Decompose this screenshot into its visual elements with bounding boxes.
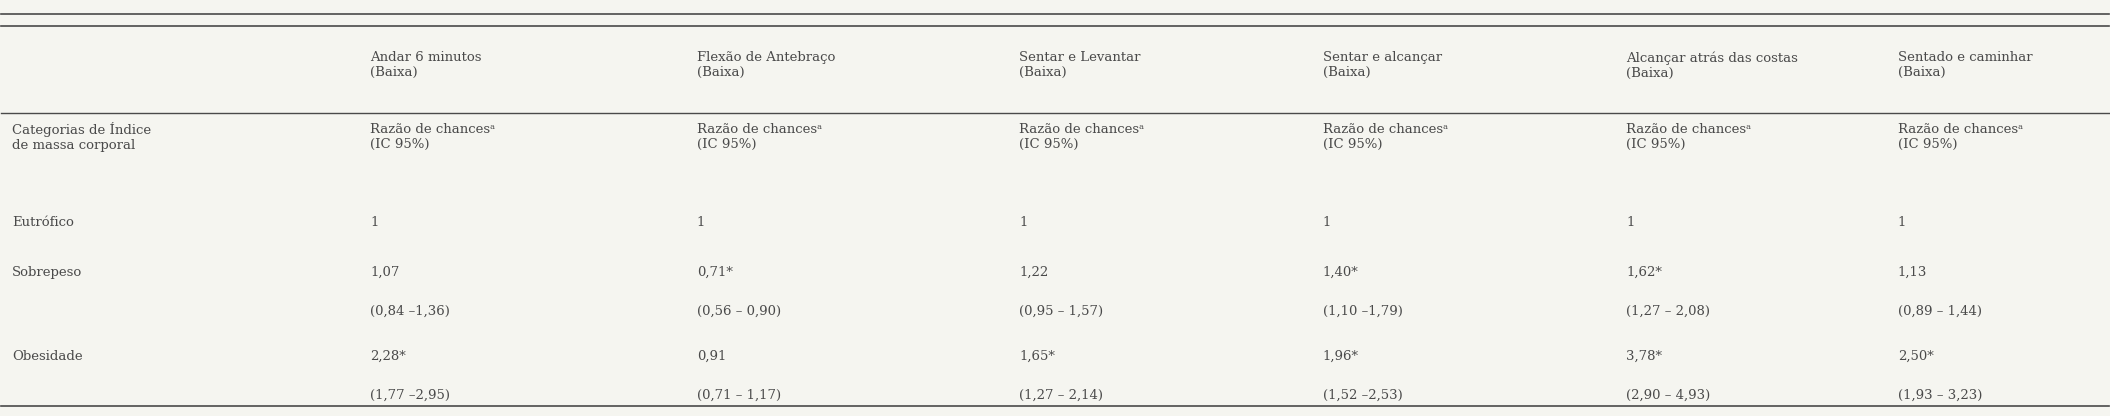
Text: Eutrófico: Eutrófico [13,216,74,229]
Text: Razão de chancesᵃ
(IC 95%): Razão de chancesᵃ (IC 95%) [1897,123,2023,151]
Text: 1,07: 1,07 [369,265,399,279]
Text: 3,78*: 3,78* [1627,350,1663,363]
Text: Sentado e caminhar
(Baixa): Sentado e caminhar (Baixa) [1897,52,2032,79]
Text: (2,90 – 4,93): (2,90 – 4,93) [1627,388,1711,401]
Text: 1,65*: 1,65* [1019,350,1055,363]
Text: (1,10 –1,79): (1,10 –1,79) [1323,305,1403,318]
Text: Razão de chancesᵃ
(IC 95%): Razão de chancesᵃ (IC 95%) [696,123,823,151]
Text: (0,56 – 0,90): (0,56 – 0,90) [696,305,781,318]
Text: (1,77 –2,95): (1,77 –2,95) [369,388,449,401]
Text: Sentar e alcançar
(Baixa): Sentar e alcançar (Baixa) [1323,52,1441,79]
Text: 1,22: 1,22 [1019,265,1049,279]
Text: Flexão de Antebraço
(Baixa): Flexão de Antebraço (Baixa) [696,52,836,79]
Text: 1: 1 [696,216,705,229]
Text: 0,71*: 0,71* [696,265,732,279]
Text: Razão de chancesᵃ
(IC 95%): Razão de chancesᵃ (IC 95%) [369,123,496,151]
Text: (0,71 – 1,17): (0,71 – 1,17) [696,388,781,401]
Text: (0,84 –1,36): (0,84 –1,36) [369,305,449,318]
Text: (0,89 – 1,44): (0,89 – 1,44) [1897,305,1981,318]
Text: 1: 1 [369,216,378,229]
Text: 2,50*: 2,50* [1897,350,1933,363]
Text: (0,95 – 1,57): (0,95 – 1,57) [1019,305,1104,318]
Text: 1,96*: 1,96* [1323,350,1359,363]
Text: 1: 1 [1897,216,1905,229]
Text: 1,40*: 1,40* [1323,265,1359,279]
Text: Razão de chancesᵃ
(IC 95%): Razão de chancesᵃ (IC 95%) [1627,123,1751,151]
Text: 1,13: 1,13 [1897,265,1926,279]
Text: Categorias de Índice
de massa corporal: Categorias de Índice de massa corporal [13,122,152,152]
Text: Obesidade: Obesidade [13,350,82,363]
Text: Alcançar atrás das costas
(Baixa): Alcançar atrás das costas (Baixa) [1627,51,1798,80]
Text: 0,91: 0,91 [696,350,726,363]
Text: Razão de chancesᵃ
(IC 95%): Razão de chancesᵃ (IC 95%) [1323,123,1447,151]
Text: (1,52 –2,53): (1,52 –2,53) [1323,388,1403,401]
Text: Sobrepeso: Sobrepeso [13,265,82,279]
Text: (1,93 – 3,23): (1,93 – 3,23) [1897,388,1981,401]
Text: 1: 1 [1019,216,1028,229]
Text: Andar 6 minutos
(Baixa): Andar 6 minutos (Baixa) [369,52,481,79]
Text: (1,27 – 2,14): (1,27 – 2,14) [1019,388,1104,401]
Text: 1: 1 [1627,216,1635,229]
Text: 1: 1 [1323,216,1331,229]
Text: (1,27 – 2,08): (1,27 – 2,08) [1627,305,1709,318]
Text: Razão de chancesᵃ
(IC 95%): Razão de chancesᵃ (IC 95%) [1019,123,1144,151]
Text: Sentar e Levantar
(Baixa): Sentar e Levantar (Baixa) [1019,52,1142,79]
Text: 1,62*: 1,62* [1627,265,1663,279]
Text: 2,28*: 2,28* [369,350,405,363]
